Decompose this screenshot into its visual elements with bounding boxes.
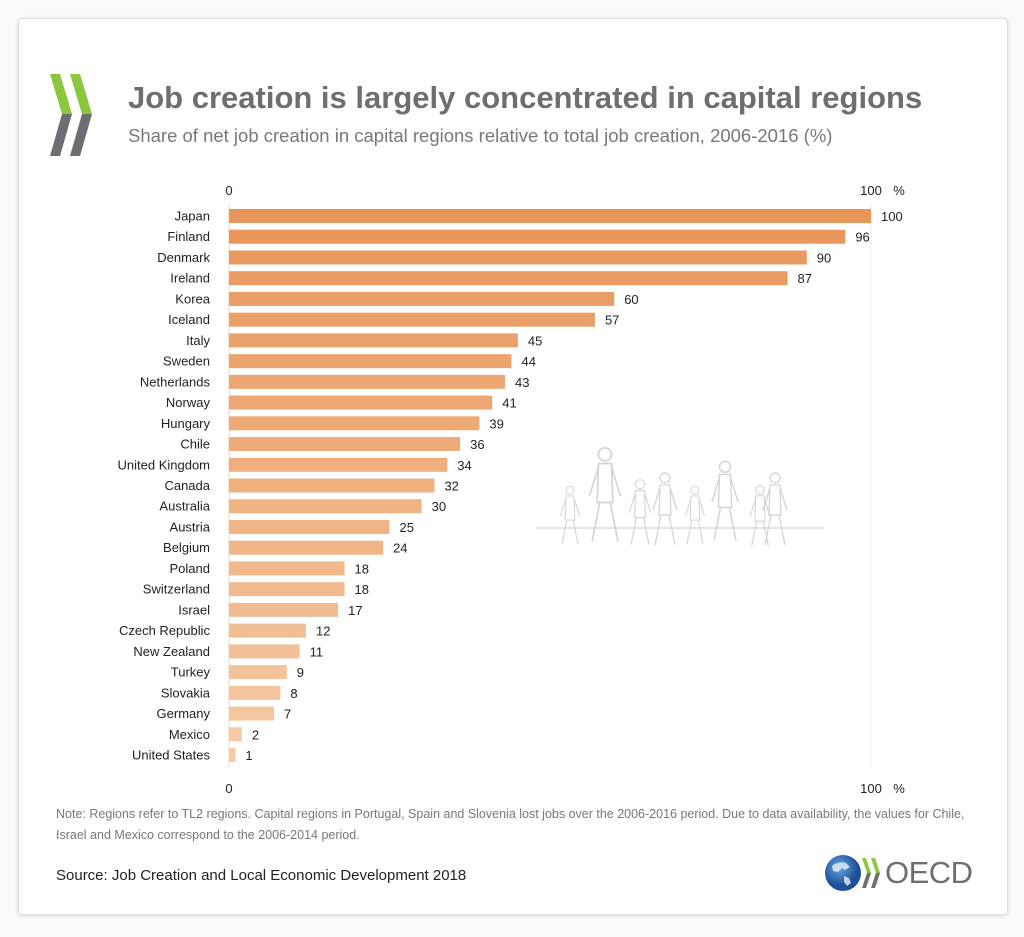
category-label: Slovakia [161, 685, 211, 700]
bar-austria [229, 519, 390, 534]
category-label: United States [132, 748, 211, 763]
x-tick-label: 0 [225, 781, 232, 796]
category-label: Israel [178, 602, 210, 617]
data-label: 90 [817, 250, 831, 265]
category-label: New Zealand [133, 644, 210, 659]
chart-subtitle: Share of net job creation in capital reg… [128, 125, 833, 146]
category-label: Canada [164, 478, 210, 493]
x-tick-label: 100 [860, 183, 882, 198]
x-tick-label: 0 [225, 183, 232, 198]
category-label: Japan [175, 209, 210, 224]
data-label: 1 [245, 748, 252, 763]
globe-icon [825, 855, 861, 891]
data-label: 18 [355, 561, 369, 576]
bar-mexico [229, 727, 242, 742]
bar-italy [229, 333, 518, 348]
x-unit-label: % [893, 183, 905, 198]
category-label: United Kingdom [118, 457, 211, 472]
data-label: 36 [470, 437, 484, 452]
category-label: Chile [180, 437, 210, 452]
bar-hungary [229, 416, 480, 431]
category-label: Belgium [163, 540, 210, 555]
category-label: Australia [159, 499, 210, 514]
bar-ireland [229, 271, 788, 286]
x-tick-label: 100 [860, 781, 882, 796]
chart-card [18, 18, 1008, 915]
bar-norway [229, 395, 493, 410]
data-label: 100 [881, 209, 903, 224]
bar-japan [229, 209, 871, 223]
data-label: 24 [393, 541, 407, 556]
x-unit-label: % [893, 781, 905, 796]
data-label: 57 [605, 313, 619, 328]
chart-title: Job creation is largely concentrated in … [128, 80, 923, 115]
category-label: Iceland [168, 312, 210, 327]
category-label: Finland [167, 229, 210, 244]
data-label: 18 [355, 582, 369, 597]
bar-finland [229, 229, 846, 244]
category-label: Sweden [163, 354, 210, 369]
data-label: 45 [528, 333, 542, 348]
bar-new-zealand [229, 644, 300, 659]
data-label: 9 [297, 665, 304, 680]
data-label: 25 [400, 520, 414, 535]
bar-germany [229, 706, 274, 721]
data-label: 34 [457, 458, 471, 473]
category-label: Czech Republic [119, 623, 211, 638]
data-label: 44 [521, 354, 535, 369]
data-label: 32 [444, 479, 458, 494]
oecd-logo: OECD [824, 853, 973, 893]
bar-united-kingdom [229, 457, 448, 472]
people-illustration [536, 447, 824, 547]
category-label: Korea [175, 291, 210, 306]
bar-switzerland [229, 582, 345, 597]
category-label: Austria [170, 519, 211, 534]
bar-israel [229, 602, 339, 617]
data-label: 8 [290, 686, 297, 701]
bar-united-states [229, 748, 236, 762]
bar-canada [229, 478, 435, 493]
bar-korea [229, 291, 615, 306]
oecd-chevrons-small [862, 858, 880, 888]
bar-iceland [229, 312, 595, 327]
chart-note: Note: Regions refer to TL2 regions. Capi… [56, 807, 965, 842]
data-label: 43 [515, 375, 529, 390]
data-label: 7 [284, 707, 291, 722]
bar-slovakia [229, 685, 281, 700]
data-label: 96 [855, 230, 869, 245]
bar-denmark [229, 250, 807, 265]
data-label: 39 [489, 416, 503, 431]
bar-sweden [229, 354, 512, 369]
data-label: 17 [348, 603, 362, 618]
bar-belgium [229, 540, 384, 555]
category-label: Mexico [169, 727, 210, 742]
category-label: Ireland [170, 271, 210, 286]
category-label: Italy [186, 333, 210, 348]
category-label: Turkey [171, 665, 211, 680]
bar-chile [229, 437, 461, 452]
data-label: 2 [252, 727, 259, 742]
category-label: Norway [166, 395, 211, 410]
data-label: 11 [310, 644, 324, 659]
data-label: 41 [502, 396, 516, 411]
category-label: Hungary [161, 416, 211, 431]
category-label: Netherlands [140, 374, 211, 389]
bar-poland [229, 561, 345, 576]
oecd-logo-text: OECD [885, 855, 973, 890]
data-label: 12 [316, 624, 330, 639]
bar-turkey [229, 665, 287, 680]
data-label: 87 [798, 271, 812, 286]
category-label: Switzerland [143, 582, 210, 597]
bar-czech-republic [229, 623, 307, 638]
category-label: Denmark [157, 250, 210, 265]
bar-netherlands [229, 374, 506, 389]
data-label: 60 [624, 292, 638, 307]
category-label: Poland [170, 561, 210, 576]
chart-source: Source: Job Creation and Local Economic … [56, 867, 467, 884]
category-label: Germany [157, 706, 211, 721]
data-label: 30 [432, 499, 446, 514]
oecd-chevrons-logo [50, 74, 92, 156]
bar-australia [229, 499, 422, 514]
